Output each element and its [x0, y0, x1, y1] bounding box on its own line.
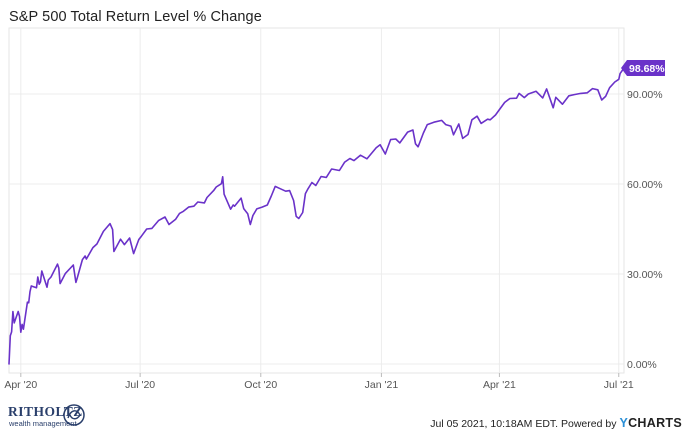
- y-tick-label: 0.00%: [627, 359, 657, 371]
- x-tick-label: Apr '20: [4, 379, 37, 391]
- footer-credit: Jul 05 2021, 10:18AM EDT. Powered by YCH…: [430, 416, 682, 430]
- y-axis: 0.00% 30.00% 60.00% 90.00%: [627, 89, 663, 371]
- grid-layer: [8, 27, 625, 374]
- x-tick-label: Jan '21: [365, 379, 399, 391]
- last-value-label: 98.68%: [629, 63, 665, 75]
- ritholtz-emblem-icon: [63, 404, 85, 426]
- line-chart: Apr '20 Jul '20 Oct '20 Jan '21 Apr '21 Jul '…: [4, 27, 665, 391]
- y-tick-label: 30.00%: [627, 269, 663, 281]
- series-line: [8, 67, 625, 365]
- ycharts-logo[interactable]: YCHARTS: [619, 416, 682, 430]
- y-tick-label: 90.00%: [627, 89, 663, 101]
- x-tick-label: Jul '20: [125, 379, 155, 391]
- x-tick-label: Jul '21: [604, 379, 634, 391]
- plot-border: [8, 27, 625, 374]
- x-axis: Apr '20 Jul '20 Oct '20 Jan '21 Apr '21 Jul '…: [4, 373, 634, 391]
- last-value-badge-shape: [621, 59, 665, 76]
- chart-title: S&P 500 Total Return Level % Change: [9, 9, 262, 25]
- logo-subtext: wealth management: [9, 419, 77, 428]
- x-tick-label: Apr '21: [483, 379, 516, 391]
- credit-text: Jul 05 2021, 10:18AM EDT. Powered by: [430, 418, 617, 430]
- last-value-badge: 98.68%: [621, 59, 665, 76]
- x-tick-label: Oct '20: [244, 379, 277, 391]
- y-tick-label: 60.00%: [627, 179, 663, 191]
